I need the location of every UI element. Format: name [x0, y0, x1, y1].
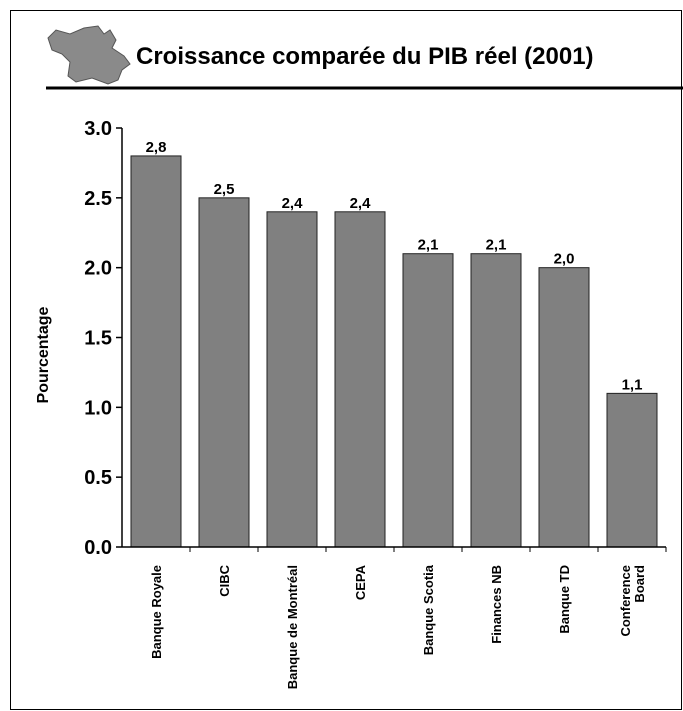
y-tick-label: 1.5 — [84, 328, 112, 350]
value-label: 2,4 — [350, 195, 372, 212]
bar — [470, 253, 522, 548]
map-icon — [47, 25, 131, 85]
bar — [538, 267, 590, 548]
y-tick-label: 3.0 — [84, 118, 112, 140]
y-axis-label: Pourcentage — [35, 306, 52, 403]
chart-title: Croissance comparée du PIB réel (2001) — [136, 43, 594, 70]
value-label: 2,1 — [418, 237, 439, 254]
x-tick-label: Banque TD — [557, 565, 572, 634]
x-tick-label: Banque Royale — [149, 565, 164, 659]
y-tick-label: 0.0 — [84, 537, 112, 559]
bar — [402, 253, 454, 548]
bar — [198, 197, 250, 548]
x-tick-label: Banque de Montréal — [285, 565, 300, 689]
bar — [130, 155, 182, 548]
x-tick-label: CEPA — [353, 564, 368, 600]
y-tick-label: 2.5 — [84, 188, 112, 210]
bar — [606, 392, 658, 548]
value-label: 2,5 — [214, 181, 235, 198]
value-label: 2,4 — [282, 195, 304, 212]
x-tick-label: ConferenceBoard — [618, 565, 647, 637]
y-tick-label: 1.0 — [84, 397, 112, 419]
value-label: 2,0 — [554, 251, 575, 268]
x-tick-label: CIBC — [217, 564, 232, 596]
value-label: 2,8 — [146, 139, 167, 156]
x-tick-label: Finances NB — [489, 565, 504, 644]
y-tick-label: 0.5 — [84, 467, 112, 489]
y-tick-label: 2.0 — [84, 258, 112, 280]
value-label: 1,1 — [622, 376, 643, 393]
value-label: 2,1 — [486, 237, 507, 254]
x-tick-label: Banque Scotia — [421, 564, 436, 655]
bar — [266, 211, 318, 548]
bar — [334, 211, 386, 548]
